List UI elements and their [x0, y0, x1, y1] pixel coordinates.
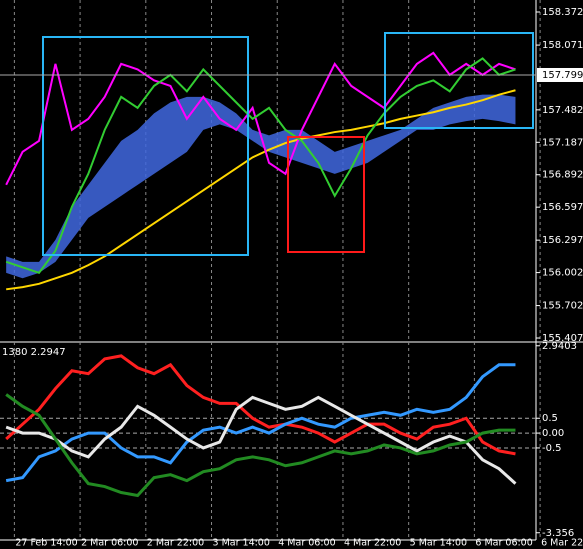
y-tick-label: 156.002	[542, 268, 583, 279]
y-tick-label: -3.356	[542, 528, 574, 539]
x-tick-label: 3 Mar 14:00	[213, 538, 270, 549]
line	[6, 89, 516, 291]
y-tick-label: 155.407	[542, 333, 583, 344]
y-tick-label: 155.702	[542, 301, 583, 312]
line	[5, 51, 516, 186]
y-tick-label: 158.372	[542, 7, 583, 18]
box	[384, 32, 534, 129]
x-tick-label: 6 Mar 06:00	[475, 538, 532, 549]
line	[5, 354, 516, 456]
axes: 27 Feb 14:00 2 Mar 06:00 2 Mar 22:00 3 Mar …	[0, 7, 583, 549]
box	[287, 136, 365, 253]
y-tick-label: 156.597	[542, 202, 583, 213]
y-tick-label: -0.5	[542, 443, 562, 454]
cloud	[6, 94, 516, 279]
line	[5, 57, 516, 274]
x-tick-label: 2 Mar 06:00	[81, 538, 138, 549]
line	[5, 393, 516, 498]
x-tick-label: 2 Mar 22:00	[147, 538, 204, 549]
x-tick-label: 6 Mar 22:00	[541, 538, 583, 549]
x-tick-label: 4 Mar 06:00	[278, 538, 335, 549]
x-tick-label: 4 Mar 22:00	[344, 538, 401, 549]
y-tick-label: 156.892	[542, 170, 583, 181]
line	[5, 363, 516, 483]
y-tick-label: 0.5	[542, 413, 558, 424]
y-tick-label: 158.071	[542, 40, 583, 51]
y-tick-label: 157.187	[542, 137, 583, 148]
line	[5, 395, 517, 485]
current-price-box	[537, 67, 583, 82]
y-tick-label: 2.9403	[542, 341, 577, 352]
price-plot	[5, 51, 516, 291]
x-tick-label: 5 Mar 14:00	[410, 538, 467, 549]
y-tick-label: 0.00	[542, 428, 564, 439]
box	[42, 36, 249, 256]
y-tick-label: 157.482	[542, 105, 583, 116]
x-tick-label: 27 Feb 14:00	[15, 538, 77, 549]
indicator-plot	[5, 354, 517, 498]
indicator-header: 1380 2.2947	[2, 347, 66, 358]
current-price-label: 157.799	[542, 70, 583, 81]
y-tick-label: 156.297	[542, 235, 583, 246]
